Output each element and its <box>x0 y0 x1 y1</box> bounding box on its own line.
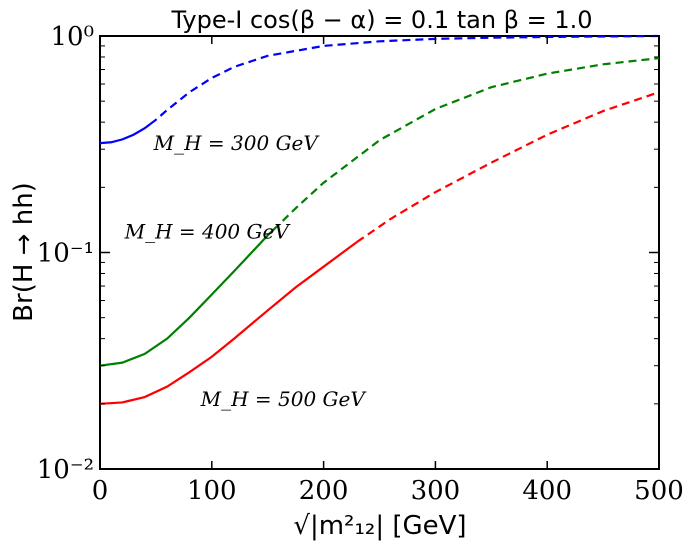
series-2-dashed-line <box>356 91 660 243</box>
series-0-dashed-line <box>149 34 660 125</box>
x-tick-label-4: 400 <box>522 476 572 506</box>
y-tick-label-2: 10⁰ <box>50 22 94 52</box>
series-layer <box>99 34 660 405</box>
y-tick-label-0: 10⁻² <box>37 455 94 485</box>
annotation-0: M_H = 300 GeV <box>153 131 321 155</box>
x-tick-label-2: 200 <box>299 476 349 506</box>
tick-layer: 0 100 200 300 400 500 10⁻² 10⁻¹ 10⁰ <box>37 22 684 506</box>
x-tick-label-3: 300 <box>411 476 461 506</box>
x-axis-label: √|m²₁₂| [GeV] <box>293 511 466 541</box>
annotation-2: M_H = 500 GeV <box>200 387 368 411</box>
y-axis-label: Br(H → hh) <box>9 182 39 322</box>
series-1-solid-line <box>99 229 275 367</box>
y-tick-label-1: 10⁻¹ <box>37 239 94 269</box>
series-0-solid-line <box>99 123 151 145</box>
x-tick-label-5: 500 <box>634 476 684 506</box>
annotation-1: M_H = 400 GeV <box>124 220 292 244</box>
x-tick-label-1: 100 <box>187 476 237 506</box>
plot-area <box>99 35 660 470</box>
x-tick-label-0: 0 <box>92 476 109 506</box>
series-2-solid-line <box>99 240 358 405</box>
annotation-layer: M_H = 300 GeV M_H = 400 GeV M_H = 500 GeV <box>124 131 368 411</box>
plot-frame <box>99 35 660 470</box>
series-1-dashed-line <box>272 57 660 231</box>
chart-title: Type-I cos(β − α) = 0.1 tan β = 1.0 <box>170 6 592 34</box>
